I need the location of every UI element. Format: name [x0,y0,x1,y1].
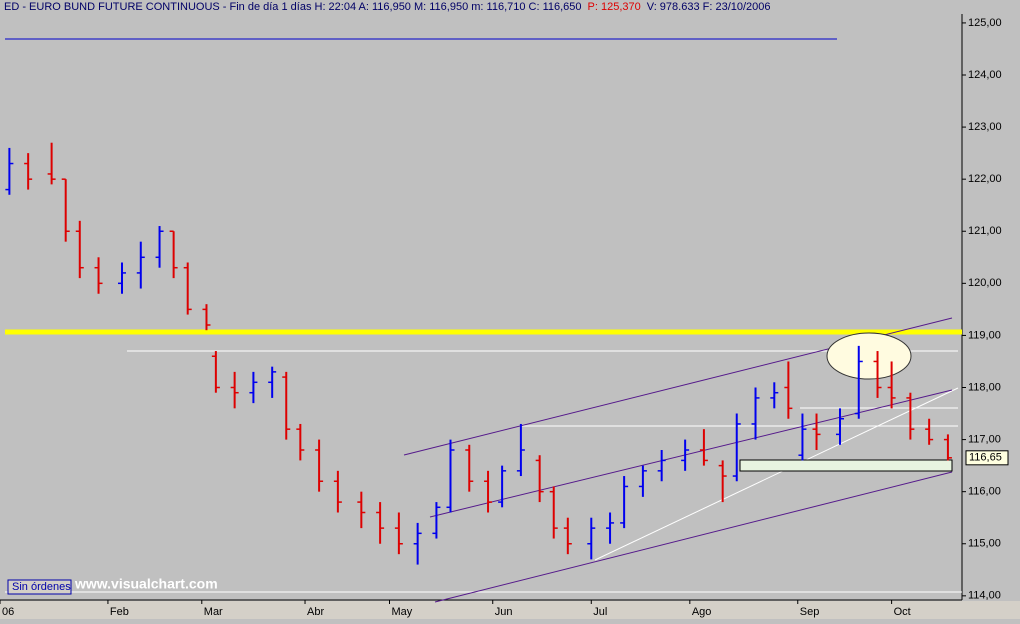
x-tick-label: Mar [204,606,223,618]
y-tick-label: 116,00 [968,486,1001,498]
y-tick-label: 114,00 [968,590,1001,602]
x-tick-label: Feb [110,606,129,618]
orders-label[interactable]: Sin órdenes [12,581,71,593]
y-tick-label: 124,00 [968,69,1002,81]
y-tick-label: 123,00 [968,121,1002,133]
drawn-line [594,387,959,561]
y-tick-label: 125,00 [968,17,1002,29]
last-price-box [965,450,1009,466]
x-tick-label: 06 [2,606,14,618]
x-tick-label: Ago [692,606,712,618]
x-tick-label: Jun [495,606,513,618]
y-tick-label: 121,00 [968,225,1002,237]
y-tick-label: 122,00 [968,173,1002,185]
x-tick-label: Abr [307,606,324,618]
y-tick-label: 115,00 [968,538,1001,550]
header-tail: V: 978.633 F: 23/10/2006 [647,1,771,13]
header-prev: P: 125,370 [588,1,641,13]
drawn-ellipse [826,332,912,380]
x-tick-label: Jul [593,606,607,618]
channel-line [434,471,953,603]
header-main: ED - EURO BUND FUTURE CONTINUOUS - Fin d… [4,1,582,13]
last-price-label: 116,65 [969,452,1002,464]
x-tick-label: Sep [800,606,820,618]
y-tick-label: 117,00 [968,433,1001,445]
channel-line [429,389,953,518]
header: ED - EURO BUND FUTURE CONTINUOUS - Fin d… [4,1,771,13]
x-tick-label: May [391,606,412,618]
watermark: www.visualchart.com [74,576,218,592]
y-tick-label: 119,00 [968,329,1001,341]
drawn-box [739,459,953,472]
y-tick-label: 118,00 [968,381,1001,393]
y-tick-label: 120,00 [968,277,1002,289]
orders-button[interactable] [7,579,72,595]
x-axis-band [0,601,1020,619]
x-tick-label: Oct [894,606,911,618]
